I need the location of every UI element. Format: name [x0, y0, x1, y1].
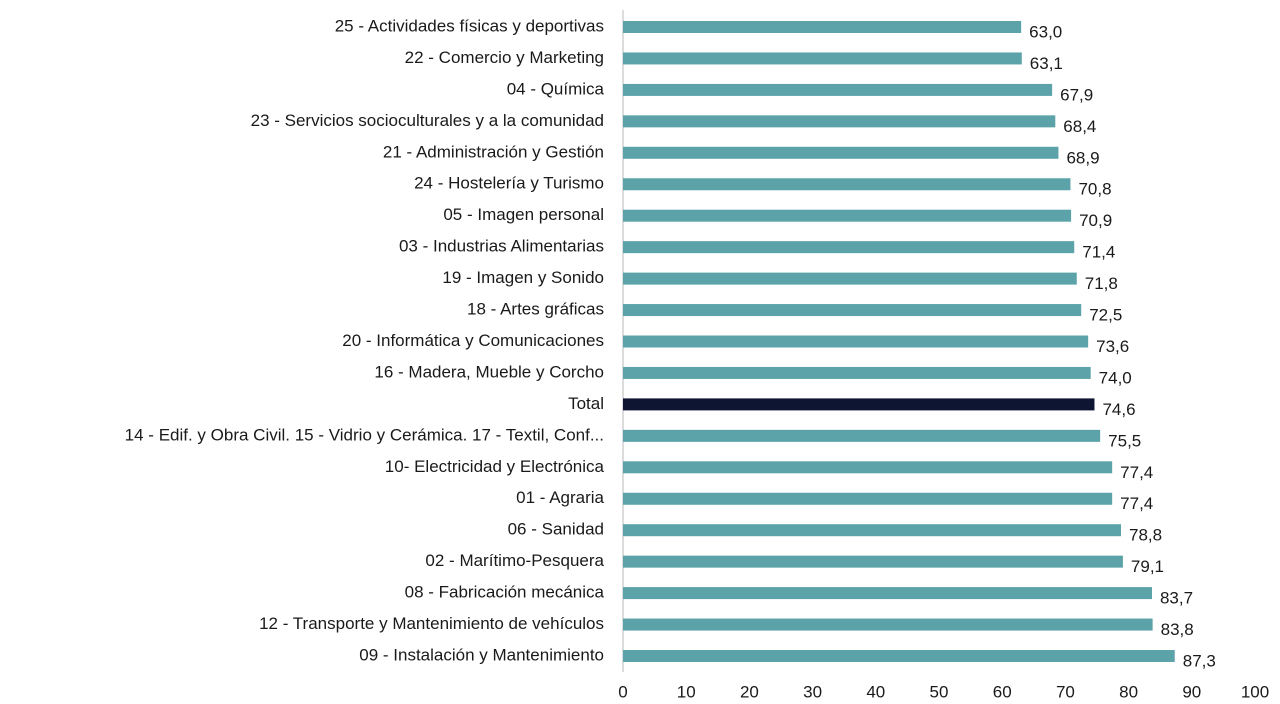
- y-tick-label: 04 - Química: [507, 79, 605, 98]
- bar: [623, 21, 1022, 33]
- y-tick-label: 23 - Servicios socioculturales y a la co…: [251, 111, 604, 130]
- y-tick-label: 14 - Edif. y Obra Civil. 15 - Vidrio y C…: [125, 425, 604, 444]
- y-tick-label: 20 - Informática y Comunicaciones: [342, 331, 604, 350]
- value-label: 72,5: [1089, 306, 1122, 325]
- x-tick-label: 60: [993, 682, 1012, 701]
- bar: [623, 209, 1072, 222]
- y-tick-label: 02 - Marítimo-Pesquera: [425, 551, 604, 570]
- y-tick-label: 10- Electricidad y Electrónica: [385, 457, 605, 476]
- y-tick-label: 22 - Comercio y Marketing: [405, 48, 604, 67]
- bar: [623, 52, 1022, 65]
- y-tick-label: 09 - Instalación y Mantenimiento: [359, 645, 604, 664]
- value-label: 83,8: [1161, 620, 1194, 639]
- bar: [623, 335, 1089, 348]
- value-label: 63,1: [1030, 54, 1063, 73]
- x-tick-label: 40: [866, 682, 885, 701]
- y-tick-label: 08 - Fabricación mecánica: [405, 583, 605, 602]
- value-label: 63,0: [1029, 22, 1062, 41]
- bar: [623, 304, 1082, 317]
- y-tick-label: 05 - Imagen personal: [443, 205, 604, 224]
- y-tick-label: 21 - Administración y Gestión: [383, 142, 604, 161]
- y-tick-label: 18 - Artes gráficas: [467, 300, 604, 319]
- bar: [623, 272, 1077, 285]
- y-tick-label: 16 - Madera, Mueble y Corcho: [374, 362, 604, 381]
- value-label: 75,5: [1108, 431, 1141, 450]
- value-label: 74,6: [1102, 400, 1135, 419]
- bar: [623, 555, 1123, 568]
- value-label: 74,0: [1099, 368, 1132, 387]
- x-tick-label: 10: [677, 682, 696, 701]
- bar: [623, 241, 1075, 254]
- x-tick-label: 70: [1056, 682, 1075, 701]
- bar: [623, 650, 1175, 662]
- x-tick-label: 20: [740, 682, 759, 701]
- value-label: 78,8: [1129, 526, 1162, 545]
- bar: [623, 618, 1153, 631]
- value-label: 71,8: [1085, 274, 1118, 293]
- value-label: 68,9: [1066, 148, 1099, 167]
- bar: [623, 146, 1059, 159]
- value-label: 73,6: [1096, 337, 1129, 356]
- x-tick-label: 80: [1119, 682, 1138, 701]
- value-label: 87,3: [1183, 651, 1216, 670]
- x-tick-label: 30: [803, 682, 822, 701]
- bar: [623, 587, 1152, 600]
- bar: [623, 524, 1122, 537]
- x-tick-label: 90: [1182, 682, 1201, 701]
- y-tick-label: 06 - Sanidad: [508, 520, 604, 539]
- y-tick-label: 24 - Hostelería y Turismo: [414, 174, 604, 193]
- bar: [623, 178, 1071, 191]
- value-label: 68,4: [1063, 117, 1096, 136]
- bar: [623, 398, 1095, 411]
- bar: [623, 83, 1053, 96]
- y-tick-label: Total: [568, 394, 604, 413]
- value-label: 70,8: [1078, 180, 1111, 199]
- bar: [623, 492, 1113, 505]
- x-tick-label: 50: [930, 682, 949, 701]
- value-label: 77,4: [1120, 463, 1153, 482]
- bar: [623, 461, 1113, 474]
- x-tick-label: 100: [1241, 682, 1269, 701]
- bar: [623, 366, 1091, 379]
- value-label: 77,4: [1120, 494, 1153, 513]
- value-label: 79,1: [1131, 557, 1164, 576]
- y-tick-label: 12 - Transporte y Mantenimiento de vehíc…: [259, 614, 604, 633]
- y-tick-label: 01 - Agraria: [516, 488, 604, 507]
- value-label: 70,9: [1079, 211, 1112, 230]
- value-label: 71,4: [1082, 243, 1115, 262]
- bar: [623, 115, 1056, 128]
- y-tick-label: 25 - Actividades físicas y deportivas: [335, 16, 604, 35]
- y-tick-label: 19 - Imagen y Sonido: [442, 268, 604, 287]
- y-tick-label: 03 - Industrias Alimentarias: [399, 237, 604, 256]
- bar: [623, 429, 1101, 442]
- x-tick-label: 0: [618, 682, 627, 701]
- value-label: 83,7: [1160, 589, 1193, 608]
- value-label: 67,9: [1060, 85, 1093, 104]
